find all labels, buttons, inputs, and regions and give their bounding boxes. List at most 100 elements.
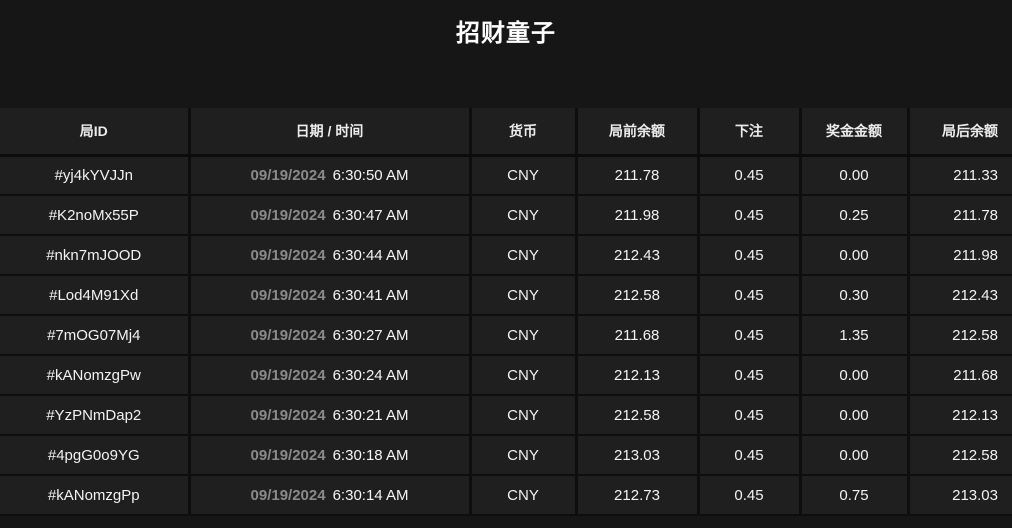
table-body: #yj4kYVJJn 09/19/2024 6:30:50 AM CNY 211.…	[0, 155, 1012, 516]
date-value: 09/19/2024	[250, 486, 326, 504]
balance-before-cell: 212.58	[576, 275, 700, 316]
date-time-cell: 09/19/2024 6:30:50 AM	[189, 155, 472, 196]
table-row: #7mOG07Mj4 09/19/2024 6:30:27 AM CNY 211.…	[0, 315, 1012, 356]
balance-after-cell: 211.98	[908, 235, 1012, 276]
prize-amount-cell: 0.25	[800, 195, 910, 236]
prize-amount-cell: 0.00	[800, 395, 910, 436]
table-row: #YzPNmDap2 09/19/2024 6:30:21 AM CNY 212.…	[0, 395, 1012, 436]
column-header-currency: 货币	[470, 108, 578, 157]
balance-after-cell: 212.58	[908, 315, 1012, 356]
bet-cell: 0.45	[698, 395, 802, 436]
date-value: 09/19/2024	[250, 246, 326, 264]
prize-amount-cell: 1.35	[800, 315, 910, 356]
prize-amount-cell: 0.00	[800, 235, 910, 276]
balance-before-cell: 212.58	[576, 395, 700, 436]
round-id-cell: #nkn7mJOOD	[0, 235, 191, 276]
time-value: 6:30:27 AM	[332, 326, 409, 344]
date-time-cell: 09/19/2024 6:30:21 AM	[189, 395, 472, 436]
round-id-cell: #YzPNmDap2	[0, 395, 191, 436]
currency-cell: CNY	[470, 155, 578, 196]
bet-cell: 0.45	[698, 195, 802, 236]
prize-amount-cell: 0.30	[800, 275, 910, 316]
currency-cell: CNY	[470, 475, 578, 516]
balance-before-cell: 212.73	[576, 475, 700, 516]
round-id-cell: #kANomzgPp	[0, 475, 191, 516]
time-value: 6:30:21 AM	[332, 406, 409, 424]
date-time-cell: 09/19/2024 6:30:47 AM	[189, 195, 472, 236]
date-value: 09/19/2024	[250, 326, 326, 344]
balance-before-cell: 213.03	[576, 435, 700, 476]
date-value: 09/19/2024	[250, 206, 326, 224]
table-row: #yj4kYVJJn 09/19/2024 6:30:50 AM CNY 211.…	[0, 155, 1012, 196]
column-header-round-id: 局ID	[0, 108, 191, 157]
balance-before-cell: 212.13	[576, 355, 700, 396]
date-value: 09/19/2024	[250, 366, 326, 384]
currency-cell: CNY	[470, 395, 578, 436]
balance-before-cell: 211.78	[576, 155, 700, 196]
table-row: #Lod4M91Xd 09/19/2024 6:30:41 AM CNY 212.…	[0, 275, 1012, 316]
date-time-cell: 09/19/2024 6:30:27 AM	[189, 315, 472, 356]
date-value: 09/19/2024	[250, 286, 326, 304]
column-header-prize-amount: 奖金金额	[800, 108, 910, 157]
table-row: #kANomzgPw 09/19/2024 6:30:24 AM CNY 212.…	[0, 355, 1012, 396]
page-title: 招财童子	[456, 20, 556, 47]
column-header-date-time: 日期 / 时间	[189, 108, 472, 157]
date-value: 09/19/2024	[250, 166, 326, 184]
bet-cell: 0.45	[698, 315, 802, 356]
column-header-balance-before: 局前余额	[576, 108, 700, 157]
balance-before-cell: 211.68	[576, 315, 700, 356]
time-value: 6:30:24 AM	[332, 366, 409, 384]
bet-cell: 0.45	[698, 475, 802, 516]
date-value: 09/19/2024	[250, 406, 326, 424]
bet-cell: 0.45	[698, 355, 802, 396]
time-value: 6:30:18 AM	[332, 446, 409, 464]
column-header-bet: 下注	[698, 108, 802, 157]
table-header: 局ID 日期 / 时间 货币 局前余额 下注 奖金金额 局后余额	[0, 108, 1012, 157]
prize-amount-cell: 0.00	[800, 155, 910, 196]
time-value: 6:30:44 AM	[332, 246, 409, 264]
table-row: #4pgG0o9YG 09/19/2024 6:30:18 AM CNY 213.…	[0, 435, 1012, 476]
time-value: 6:30:50 AM	[332, 166, 409, 184]
balance-after-cell: 212.58	[908, 435, 1012, 476]
time-value: 6:30:41 AM	[332, 286, 409, 304]
balance-before-cell: 212.43	[576, 235, 700, 276]
date-value: 09/19/2024	[250, 446, 326, 464]
prize-amount-cell: 0.75	[800, 475, 910, 516]
date-time-cell: 09/19/2024 6:30:18 AM	[189, 435, 472, 476]
round-id-cell: #Lod4M91Xd	[0, 275, 191, 316]
date-time-cell: 09/19/2024 6:30:41 AM	[189, 275, 472, 316]
bet-cell: 0.45	[698, 155, 802, 196]
bet-cell: 0.45	[698, 275, 802, 316]
title-bar: 招财童子	[0, 0, 1012, 108]
round-id-cell: #K2noMx55P	[0, 195, 191, 236]
balance-after-cell: 211.78	[908, 195, 1012, 236]
balance-after-cell: 213.03	[908, 475, 1012, 516]
table-row: #kANomzgPp 09/19/2024 6:30:14 AM CNY 212.…	[0, 475, 1012, 516]
time-value: 6:30:14 AM	[332, 486, 409, 504]
balance-after-cell: 212.43	[908, 275, 1012, 316]
round-id-cell: #yj4kYVJJn	[0, 155, 191, 196]
column-header-balance-after: 局后余额	[908, 108, 1012, 157]
balance-after-cell: 212.13	[908, 395, 1012, 436]
currency-cell: CNY	[470, 195, 578, 236]
date-time-cell: 09/19/2024 6:30:24 AM	[189, 355, 472, 396]
currency-cell: CNY	[470, 435, 578, 476]
currency-cell: CNY	[470, 235, 578, 276]
currency-cell: CNY	[470, 315, 578, 356]
table-row: #K2noMx55P 09/19/2024 6:30:47 AM CNY 211.…	[0, 195, 1012, 236]
round-id-cell: #7mOG07Mj4	[0, 315, 191, 356]
balance-before-cell: 211.98	[576, 195, 700, 236]
prize-amount-cell: 0.00	[800, 355, 910, 396]
round-id-cell: #4pgG0o9YG	[0, 435, 191, 476]
balance-after-cell: 211.33	[908, 155, 1012, 196]
round-id-cell: #kANomzgPw	[0, 355, 191, 396]
table-row: #nkn7mJOOD 09/19/2024 6:30:44 AM CNY 212.…	[0, 235, 1012, 276]
time-value: 6:30:47 AM	[332, 206, 409, 224]
date-time-cell: 09/19/2024 6:30:14 AM	[189, 475, 472, 516]
prize-amount-cell: 0.00	[800, 435, 910, 476]
bet-cell: 0.45	[698, 235, 802, 276]
currency-cell: CNY	[470, 275, 578, 316]
bet-cell: 0.45	[698, 435, 802, 476]
currency-cell: CNY	[470, 355, 578, 396]
